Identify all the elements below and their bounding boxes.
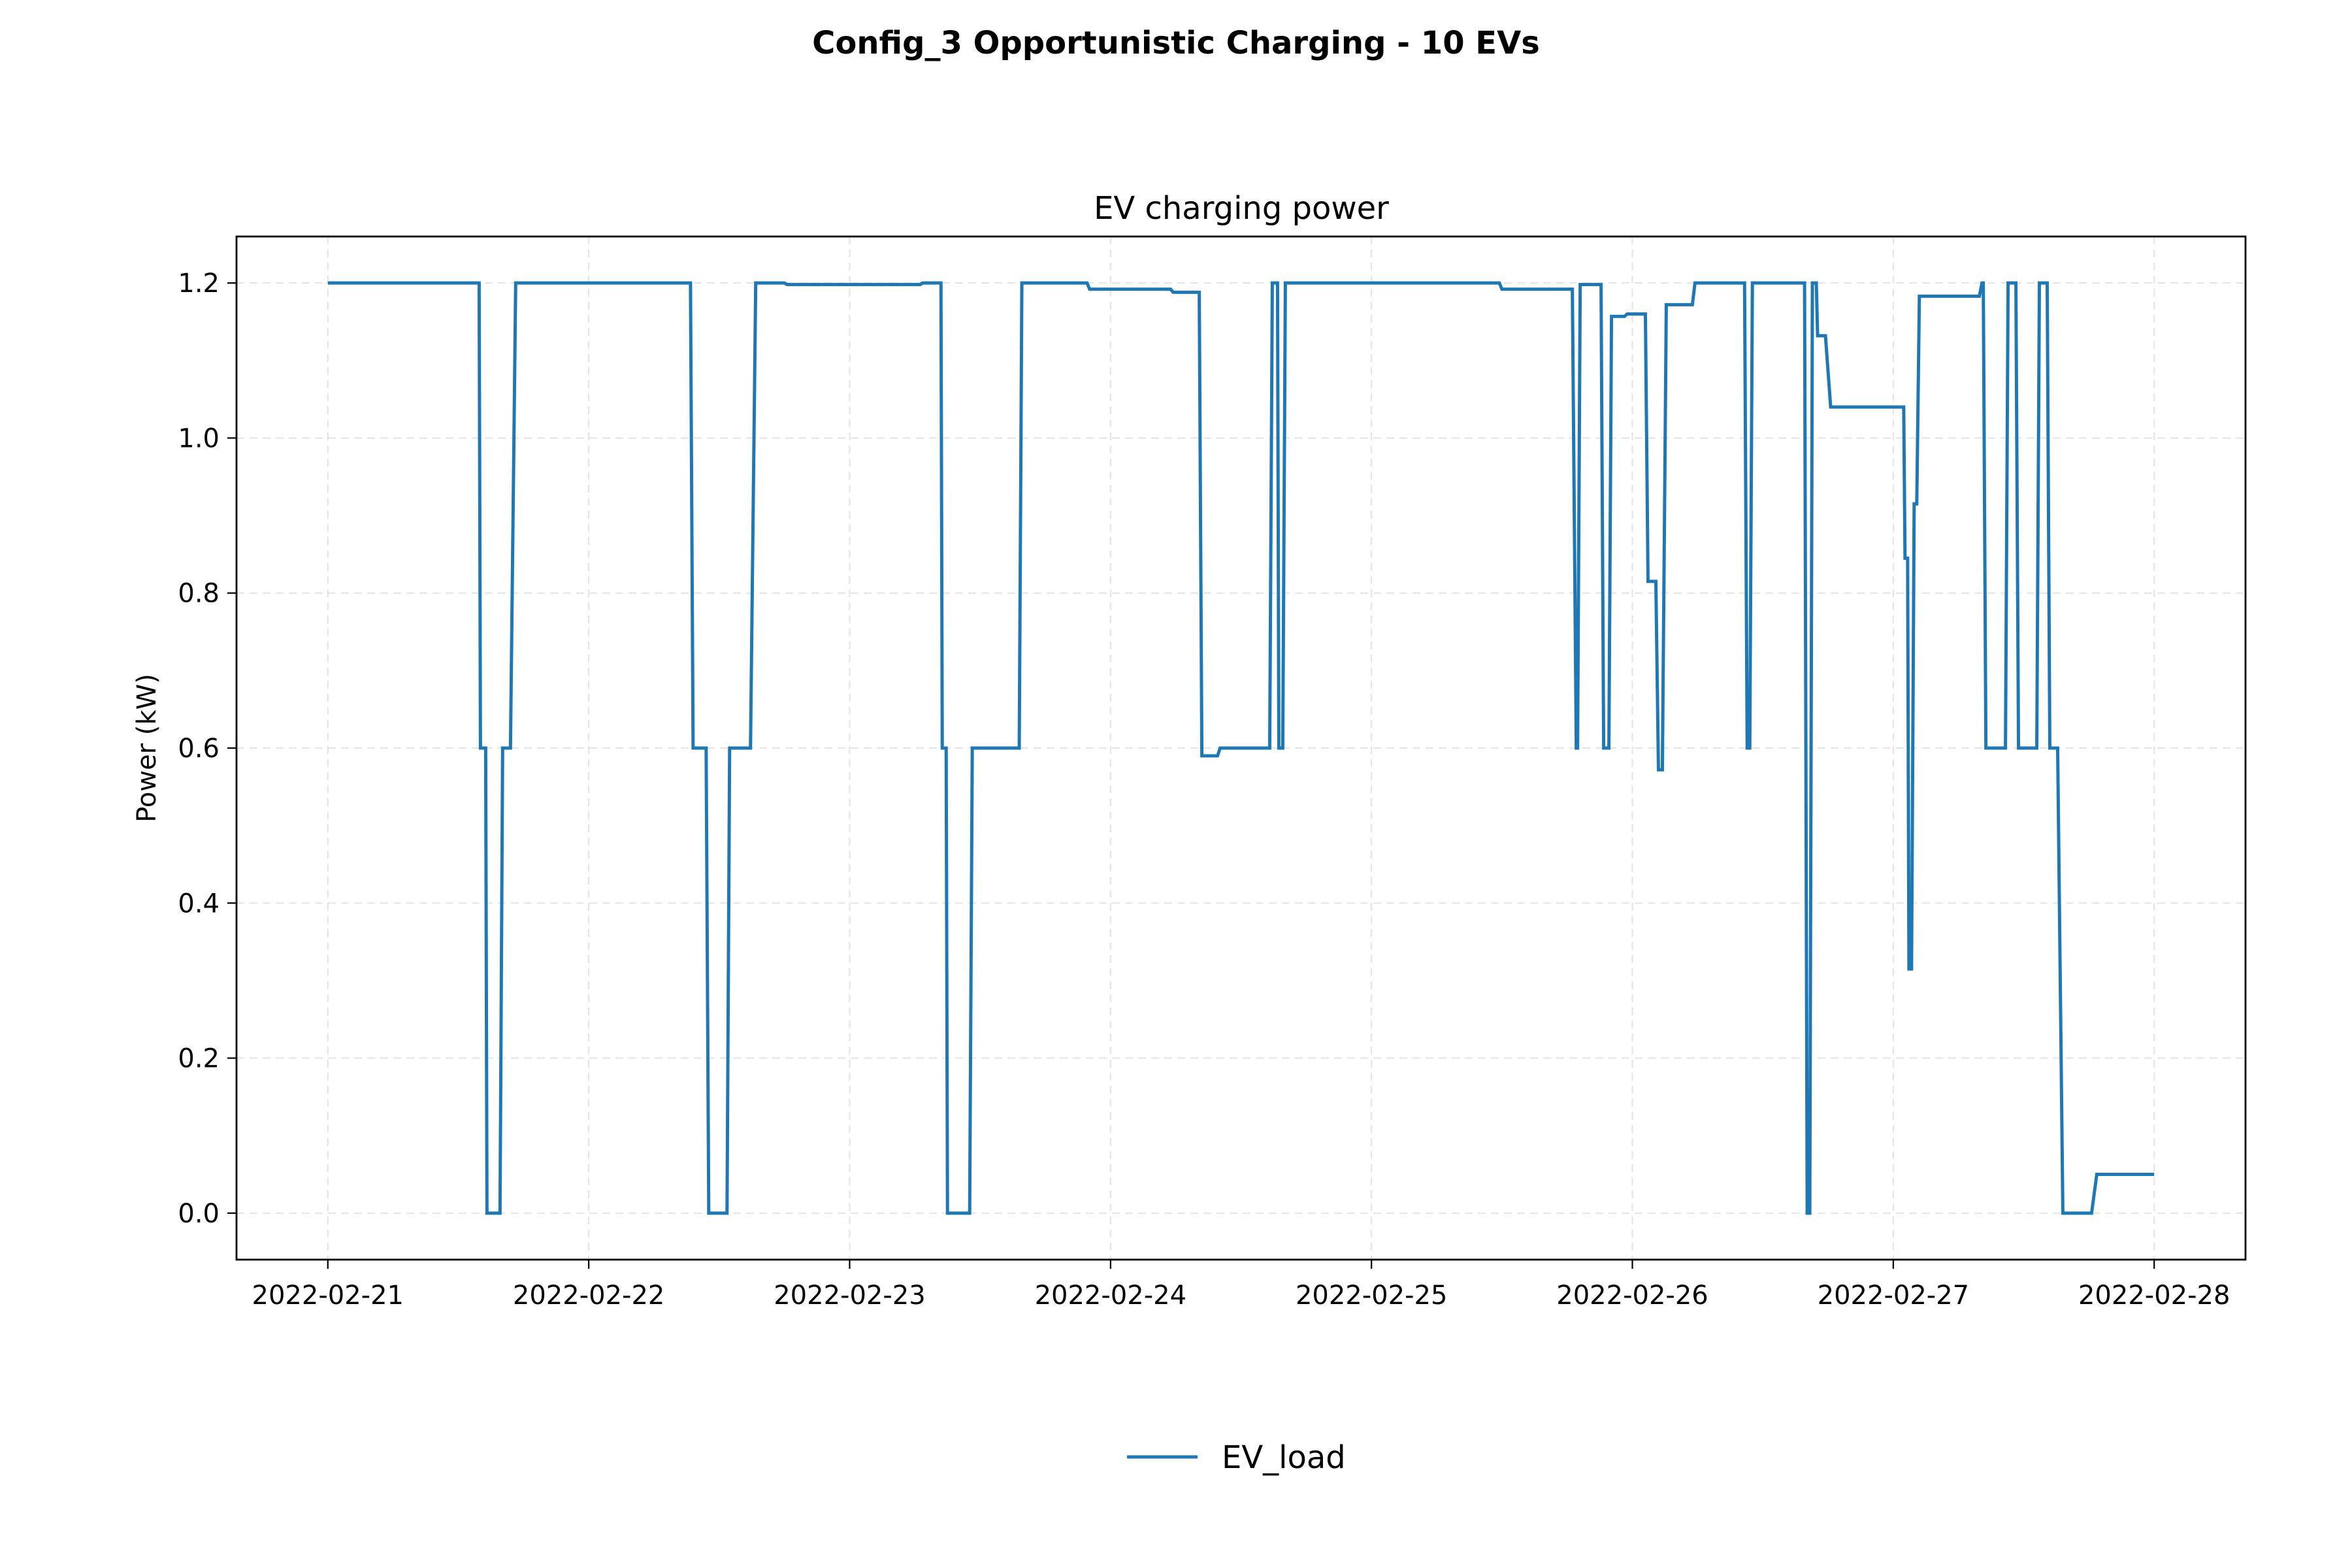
axis-ticks: 2022-02-21 2022-02-22 2022-02-23 2022-02-24… bbox=[178, 269, 2230, 1311]
y-tick-label: 1.0 bbox=[178, 423, 220, 453]
x-tick-label: 2022-02-28 bbox=[2078, 1281, 2230, 1311]
y-tick-label: 1.2 bbox=[178, 269, 220, 299]
plot-area bbox=[327, 281, 2155, 1215]
y-tick-label: 0.0 bbox=[178, 1199, 220, 1229]
legend: EV_load bbox=[1127, 1439, 1346, 1476]
x-tick-label: 2022-02-24 bbox=[1035, 1281, 1186, 1311]
x-tick-label: 2022-02-26 bbox=[1556, 1281, 1708, 1311]
x-tick-label: 2022-02-21 bbox=[252, 1281, 404, 1311]
chart-suptitle: Config_3 Opportunistic Charging - 10 EVs bbox=[812, 25, 1540, 61]
x-tick-label: 2022-02-25 bbox=[1296, 1281, 1447, 1311]
y-tick-label: 0.6 bbox=[178, 734, 220, 764]
legend-label-ev-load: EV_load bbox=[1222, 1439, 1346, 1476]
series-line-ev-load bbox=[327, 281, 2155, 1215]
x-tick-label: 2022-02-23 bbox=[774, 1281, 925, 1311]
chart-title: EV charging power bbox=[1094, 190, 1389, 227]
y-tick-label: 0.2 bbox=[178, 1044, 220, 1074]
y-tick-label: 0.8 bbox=[178, 579, 220, 609]
x-tick-label: 2022-02-27 bbox=[1818, 1281, 1969, 1311]
y-axis-label: Power (kW) bbox=[132, 674, 162, 823]
y-tick-label: 0.4 bbox=[178, 889, 220, 919]
x-tick-label: 2022-02-22 bbox=[513, 1281, 664, 1311]
